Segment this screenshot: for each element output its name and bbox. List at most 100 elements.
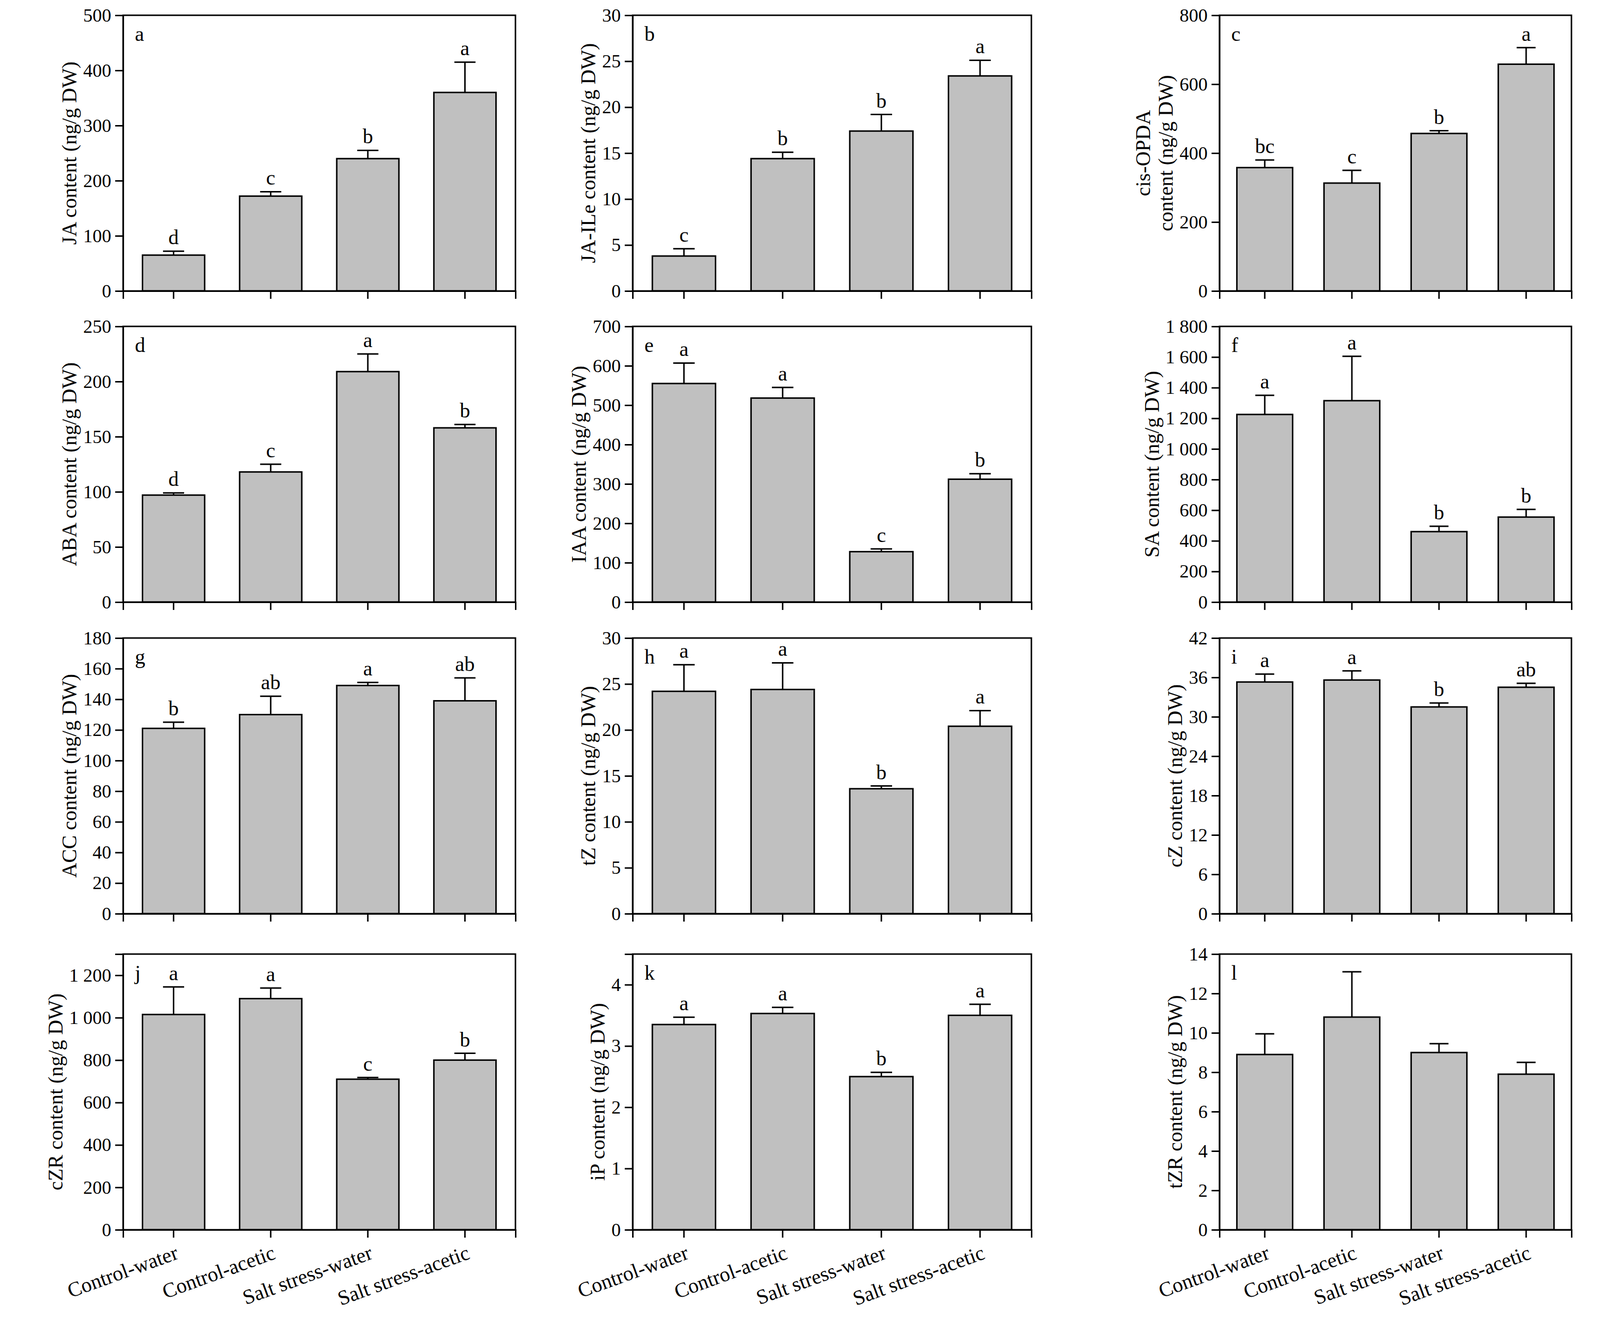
y-tick-label: 50 — [92, 536, 112, 558]
x-tick: Salt stress-acetic — [1395, 1229, 1534, 1311]
y-tick: 600 — [83, 1091, 124, 1113]
y-tick-label: 0 — [611, 1219, 621, 1241]
y-tick-label: 400 — [1179, 142, 1208, 164]
significance-letter: a — [1347, 331, 1357, 354]
y-tick: 10 — [1188, 1022, 1220, 1044]
x-tick-mark — [880, 290, 883, 299]
y-tick-mark — [624, 1106, 633, 1109]
y-axis-title: JA-ILe content (ng/g DW) — [576, 43, 601, 264]
error-bar — [357, 353, 379, 372]
y-tick-label: 600 — [1179, 73, 1208, 95]
panel-label: d — [134, 333, 146, 357]
y-tick: 140 — [83, 688, 124, 710]
y-axis-title: ACC content (ng/g DW) — [58, 673, 82, 878]
x-axis — [123, 290, 516, 299]
y-tick-label: 6 — [1198, 864, 1208, 885]
y-tick-mark — [624, 483, 633, 485]
y-tick-mark — [1211, 992, 1220, 995]
significance-letter: a — [777, 362, 788, 385]
y-tick-label: 15 — [602, 142, 621, 164]
y-tick-label: 42 — [1188, 627, 1208, 649]
y-tick-label: 20 — [92, 872, 112, 894]
y-tick: 600 — [592, 355, 633, 377]
x-tick — [173, 913, 174, 922]
significance-letter: c — [266, 439, 276, 462]
panel-label: k — [644, 961, 655, 985]
x-tick-mark — [1438, 913, 1440, 922]
significance-letter: a — [975, 979, 985, 1002]
y-tick: 1 600 — [1165, 346, 1220, 368]
y-tick-label: 30 — [602, 627, 621, 649]
y-tick-mark — [624, 522, 633, 525]
bar — [751, 689, 815, 914]
significance-letter: a — [777, 982, 788, 1005]
x-tick — [683, 913, 685, 922]
y-tick: 42 — [1188, 627, 1220, 649]
significance-letter: a — [975, 34, 985, 58]
y-tick-label: 5 — [611, 234, 621, 256]
y-axis: 051015202530 — [602, 4, 634, 302]
y-axis-title: IAA content (ng/g DW) — [567, 365, 591, 563]
y-tick: 100 — [83, 481, 124, 503]
y-tick-label: 400 — [1179, 530, 1208, 551]
x-axis: Control-waterControl-aceticSalt stress-w… — [1155, 1229, 1572, 1311]
y-tick-label: 0 — [1198, 903, 1208, 925]
x-axis-line — [1219, 602, 1572, 611]
y-tick: 100 — [83, 750, 124, 771]
y-tick-mark — [624, 775, 633, 777]
y-tick: 200 — [1179, 560, 1220, 582]
bar — [849, 551, 913, 603]
y-tick-label: 30 — [602, 4, 621, 26]
y-tick-label: 10 — [1188, 1022, 1208, 1044]
x-tick-label: Salt stress-acetic — [1395, 1241, 1534, 1310]
error-bar — [870, 114, 893, 132]
y-tick-mark — [1211, 637, 1220, 640]
error-bar — [1516, 1062, 1536, 1075]
plot-area — [652, 362, 1012, 603]
error-bar — [162, 722, 185, 729]
y-tick: 800 — [1179, 469, 1220, 490]
y-tick: 6 — [1198, 864, 1220, 885]
y-tick: 30 — [602, 4, 633, 26]
significance-letter: c — [876, 523, 887, 547]
y-axis: 02468101214 — [1188, 943, 1220, 1241]
bar — [849, 1076, 913, 1230]
y-tick: 18 — [1188, 785, 1220, 806]
y-tick-mark — [624, 562, 633, 564]
y-tick-label: 500 — [83, 4, 112, 26]
y-tick: 5 — [611, 857, 633, 878]
y-axis-line — [624, 954, 634, 1231]
y-tick-label: 250 — [83, 316, 112, 337]
x-tick — [464, 913, 466, 922]
bar — [142, 495, 205, 603]
error-bar — [1255, 1033, 1275, 1055]
y-tick-label: 200 — [592, 512, 621, 534]
error-bar — [672, 1017, 695, 1025]
significance-letter: b — [459, 1028, 471, 1052]
significance-letter: b — [876, 1047, 887, 1070]
y-tick: 80 — [92, 780, 124, 802]
y-tick: 600 — [1179, 73, 1220, 95]
y-tick: 1 — [611, 1157, 633, 1179]
y-tick-mark — [115, 974, 124, 977]
y-tick-mark — [1211, 221, 1220, 224]
plot-area — [1236, 356, 1554, 603]
significance-letter: a — [679, 337, 689, 361]
y-axis-title: tZR content (ng/g DW) — [1163, 994, 1187, 1189]
y-axis-line — [624, 15, 634, 292]
y-tick-mark — [624, 683, 633, 685]
significance-letter: a — [1347, 645, 1357, 669]
plot-frame — [1219, 15, 1572, 291]
bar — [751, 398, 815, 603]
error-bar — [771, 1007, 794, 1014]
y-axis-line — [1211, 15, 1220, 292]
y-tick: 0 — [611, 591, 633, 613]
error-bar — [771, 662, 794, 690]
error-bar — [1255, 160, 1275, 168]
bar — [948, 75, 1012, 291]
y-tick-label: 1 000 — [69, 1007, 112, 1028]
y-tick: 1 400 — [1165, 377, 1220, 398]
bar — [652, 1024, 716, 1230]
y-tick-mark — [1211, 834, 1220, 836]
y-tick: 400 — [592, 434, 633, 455]
